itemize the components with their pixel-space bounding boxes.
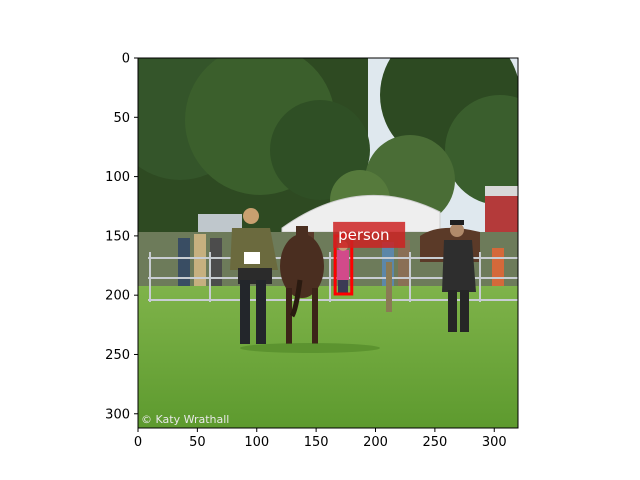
y-tick-label: 0 bbox=[122, 52, 130, 67]
watermark: © Katy Wrathall bbox=[141, 413, 229, 426]
detection-label: person bbox=[338, 226, 389, 244]
y-tick-label: 50 bbox=[113, 111, 130, 126]
x-tick-label: 300 bbox=[482, 435, 507, 450]
x-axis: 0 50 100 150 200 250 300 bbox=[134, 428, 507, 450]
x-tick-label: 150 bbox=[304, 435, 329, 450]
detection-overlay: person bbox=[333, 221, 406, 296]
horse bbox=[280, 226, 324, 344]
man-in-suit bbox=[442, 220, 476, 332]
x-tick-label: 100 bbox=[244, 435, 269, 450]
handler-person bbox=[230, 208, 278, 344]
photo: © Katy Wrathall bbox=[138, 58, 518, 428]
y-tick-label: 150 bbox=[105, 229, 130, 244]
y-axis: 0 50 100 150 200 250 300 bbox=[105, 52, 138, 422]
y-tick-label: 300 bbox=[105, 407, 130, 422]
detection-label-background bbox=[333, 221, 406, 248]
axes-frame bbox=[137, 57, 519, 429]
y-tick-label: 100 bbox=[105, 170, 130, 185]
x-tick-label: 250 bbox=[422, 435, 447, 450]
x-tick-label: 0 bbox=[134, 435, 142, 450]
y-tick-label: 200 bbox=[105, 289, 130, 304]
x-tick-label: 50 bbox=[189, 435, 206, 450]
y-tick-label: 250 bbox=[105, 348, 130, 363]
x-tick-label: 200 bbox=[363, 435, 388, 450]
